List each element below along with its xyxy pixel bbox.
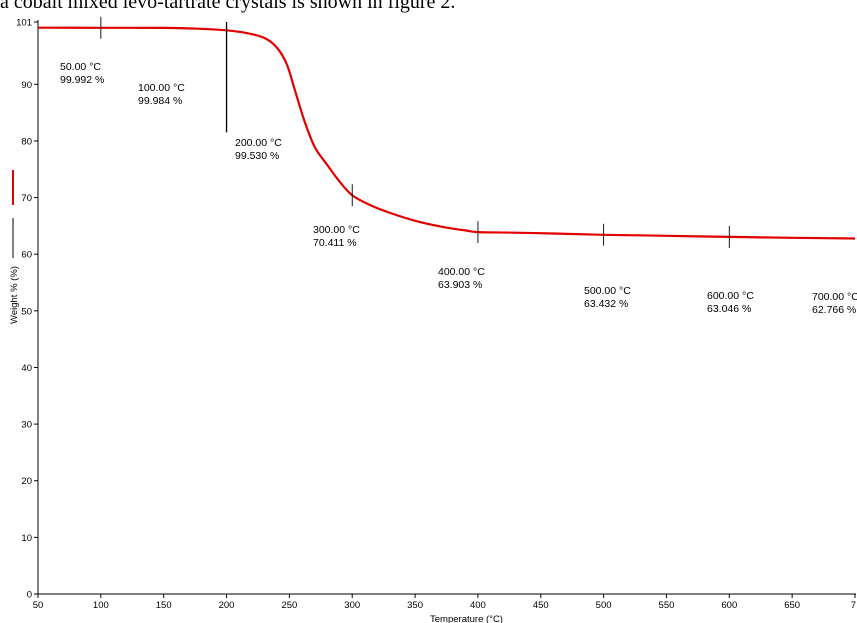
annotation-weight: 63.046 % (707, 303, 751, 315)
x-tick-label: 450 (533, 600, 549, 611)
annotation-temp: 600.00 °C (707, 290, 754, 302)
y-tick-label: 80 (21, 136, 32, 147)
x-tick-label: 300 (344, 600, 360, 611)
annotation-weight: 70.411 % (313, 237, 357, 249)
y-tick-label: 50 (21, 306, 32, 317)
x-tick-label: 600 (721, 600, 737, 611)
annotation-weight: 99.984 % (138, 95, 182, 107)
x-tick-label: 500 (596, 600, 612, 611)
y-tick-label: 90 (21, 80, 32, 91)
x-tick-label: 100 (93, 600, 109, 611)
x-axis-label: Temperature (°C) (430, 614, 503, 623)
y-tick-label: 30 (21, 420, 32, 431)
annotation-weight: 63.903 % (438, 279, 482, 291)
x-tick-label: 350 (407, 600, 423, 611)
y-tick-label: 60 (21, 250, 32, 261)
x-tick-label: 7 (851, 600, 856, 611)
y-tick-label: 70 (21, 193, 32, 204)
y-tick-label: 101 (16, 18, 32, 29)
weight-curve (37, 26, 856, 240)
annotation-temp: 500.00 °C (584, 285, 631, 297)
y-tick-label: 20 (21, 476, 32, 487)
x-tick-label: 150 (156, 600, 172, 611)
annotation-temp: 400.00 °C (438, 266, 485, 278)
annotation-weight: 99.992 % (60, 74, 104, 86)
figure-caption: a cobalt mixed levo-tartrate crystals is… (0, 0, 456, 13)
annotation-temp: 200.00 °C (235, 137, 282, 149)
annotation-temp: 700.00 °C (812, 291, 857, 303)
x-tick-label: 200 (219, 600, 235, 611)
annotation-weight: 63.432 % (584, 298, 628, 310)
annotation-temp: 100.00 °C (138, 82, 185, 94)
x-tick-label: 250 (281, 600, 297, 611)
annotation-weight: 99.530 % (235, 150, 279, 162)
x-tick-label: 550 (659, 600, 675, 611)
y-tick-label: 0 (27, 590, 32, 601)
y-axis-label: Weight % (%) (9, 266, 20, 324)
y-tick-label: 40 (21, 363, 32, 374)
x-tick-label: 400 (470, 600, 486, 611)
x-tick-label: 50 (33, 600, 44, 611)
y-tick-label: 10 (21, 533, 32, 544)
annotation-temp: 50.00 °C (60, 61, 101, 73)
x-tick-label: 650 (784, 600, 800, 611)
annotation-temp: 300.00 °C (313, 224, 360, 236)
annotation-weight: 62.766 % (812, 304, 856, 316)
